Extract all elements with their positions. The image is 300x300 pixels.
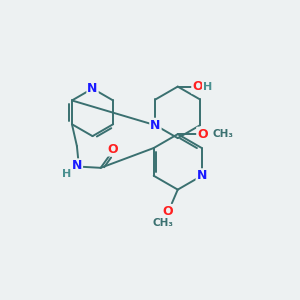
Text: N: N: [196, 169, 207, 182]
Text: O: O: [197, 128, 208, 141]
Text: O: O: [163, 205, 173, 218]
Text: N: N: [150, 119, 161, 132]
Text: H: H: [203, 82, 212, 92]
Text: O: O: [192, 80, 203, 93]
Text: O: O: [107, 142, 118, 155]
Text: N: N: [72, 159, 82, 172]
Text: CH₃: CH₃: [212, 129, 233, 139]
Text: H: H: [62, 169, 72, 179]
Text: N: N: [87, 82, 98, 95]
Text: CH₃: CH₃: [152, 218, 173, 228]
